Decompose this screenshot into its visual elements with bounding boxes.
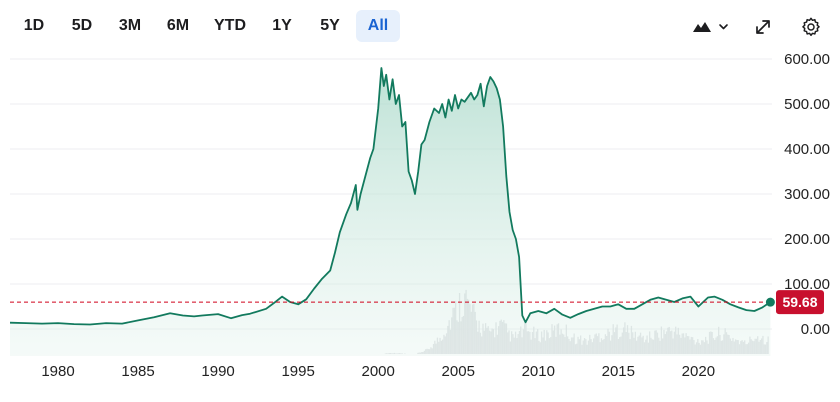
chevron-down-icon [719,24,728,30]
price-line [9,67,771,326]
x-axis: 1980 1985 1990 1995 2000 2005 2010 2015 2020 [41,363,715,380]
expand-icon [756,20,770,34]
chart-type-button[interactable] [692,12,730,42]
range-tab-6m[interactable]: 6M [166,17,190,34]
range-tab-5y[interactable]: 5Y [320,17,340,34]
chart-tools [692,12,826,42]
x-tick-label: 2005 [442,363,475,380]
x-tick-label: 2000 [362,363,395,380]
gear-icon [802,17,820,37]
settings-button[interactable] [796,12,826,42]
area-chart-type-icon [693,22,711,32]
last-price-label: 59.68 [776,290,824,315]
x-tick-label: 2020 [682,363,715,380]
price-area [10,68,771,356]
y-axis: 0.00 100.00 200.00 300.00 400.00 500.00 600.00 [784,51,830,338]
x-tick-label: 1980 [41,363,74,380]
x-tick-label: 1985 [121,363,154,380]
x-tick-label: 1990 [201,363,234,380]
last-price-dot [765,297,775,307]
range-tab-1d[interactable]: 1D [23,17,45,34]
range-tab-3m[interactable]: 3M [118,17,142,34]
range-tab-1y[interactable]: 1Y [272,17,292,34]
range-tabs: 1D 5D 3M 6M YTD 1Y 5Y All [12,10,400,42]
y-tick-label: 600.00 [784,51,830,68]
y-tick-label: 100.00 [784,276,830,293]
range-tab-5d[interactable]: 5D [71,17,93,34]
x-tick-label: 2015 [602,363,635,380]
expand-button[interactable] [748,12,778,42]
x-tick-label: 1995 [281,363,314,380]
x-tick-label: 2010 [522,363,555,380]
range-tab-all[interactable]: All [356,10,400,42]
last-price-value: 59.68 [782,294,817,310]
range-tab-ytd[interactable]: YTD [214,17,246,34]
y-tick-label: 400.00 [784,141,830,158]
y-tick-label: 200.00 [784,231,830,248]
y-tick-label: 0.00 [801,321,830,338]
y-tick-label: 500.00 [784,96,830,113]
y-tick-label: 300.00 [784,186,830,203]
